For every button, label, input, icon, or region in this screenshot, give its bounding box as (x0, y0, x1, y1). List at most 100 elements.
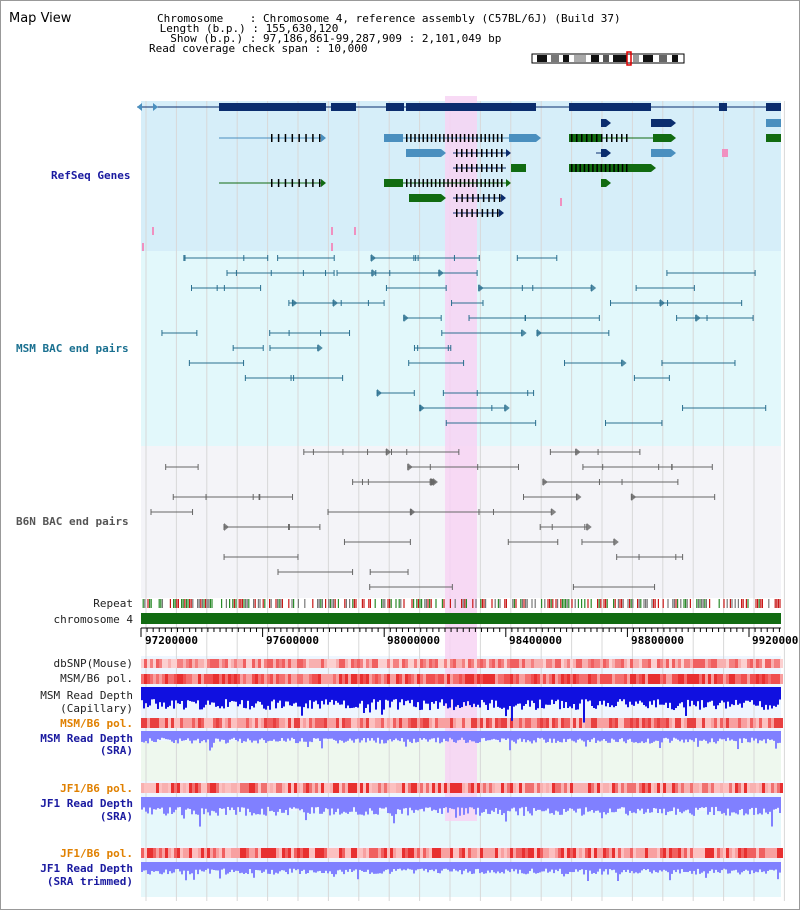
msm-depth-capillary-bar (649, 687, 651, 702)
jf1-pol-trim-cell (225, 848, 228, 858)
repeat-mark (329, 599, 331, 608)
jf1-pol-trim-cell (294, 848, 297, 858)
jf1-depth-sra-bar (515, 797, 517, 812)
jf1-depth-trim-bar (285, 862, 287, 873)
jf1-pol-trim-cell (585, 848, 588, 858)
msm-depth-capillary-bar (669, 687, 671, 703)
jf1-pol-cell (300, 783, 303, 793)
repeat-mark (149, 599, 151, 608)
msm-pol-cell (570, 674, 573, 684)
msm-pol-sra-cell (192, 718, 195, 728)
jf1-depth-trim-bar (411, 862, 413, 870)
jf1-depth-sra-bar (383, 797, 385, 809)
gene-strand-arrow (671, 134, 676, 142)
jf1-depth-trim-bar (317, 862, 319, 872)
msm-pol-cell (567, 674, 570, 684)
jf1-depth-trim-bar (635, 862, 637, 873)
msm-depth-sra-bar (605, 731, 607, 742)
msm-pol-sra-cell (147, 718, 150, 728)
jf1-depth-trim-bar (743, 862, 745, 872)
msm-pol-sra-cell (366, 718, 369, 728)
repeat-mark (505, 599, 507, 608)
repeat-mark (747, 599, 749, 608)
jf1-pol-trim-cell (693, 848, 696, 858)
jf1-pol-trim-cell (558, 848, 561, 858)
jf1-pol-cell (729, 783, 732, 793)
dbsnp-cell (309, 659, 312, 668)
msm-bac-pair-arrow (371, 269, 377, 277)
msm-pol-sra-cell (678, 718, 681, 728)
jf1-depth-trim-bar (495, 862, 497, 874)
msm-depth-capillary-bar (579, 687, 581, 704)
track-panel[interactable] (1, 96, 800, 910)
msm-depth-capillary-bar (357, 687, 359, 708)
msm-depth-sra-bar (273, 731, 275, 740)
jf1-depth-sra-bar (207, 797, 209, 813)
dbsnp-cell (225, 659, 228, 668)
repeat-mark (606, 599, 608, 608)
msm-pol-cell (348, 674, 351, 684)
jf1-pol-trim-cell (192, 848, 195, 858)
msm-depth-capillary-bar (471, 687, 473, 708)
jf1-pol-trim-cell (759, 848, 762, 858)
repeat-mark (240, 599, 242, 608)
jf1-depth-sra-bar (677, 797, 679, 809)
msm-bac-label[interactable]: MSM BAC end pairs (16, 342, 129, 355)
msm-pol-cell (450, 674, 453, 684)
gene-exon-tick (414, 134, 416, 142)
jf1-depth-sra-bar (741, 797, 743, 809)
refseq-genes-label[interactable]: RefSeq Genes (51, 169, 131, 182)
jf1-depth-sra-bar (399, 797, 401, 810)
jf1-pol-cell (540, 783, 543, 793)
dbsnp-cell (312, 659, 315, 668)
jf1-depth-trim-bar (301, 862, 303, 871)
gene-strand-arrow (137, 103, 142, 111)
msm-read-depth-capillary-label: MSM Read Depth (40, 689, 133, 702)
msm-depth-sra-bar (167, 731, 169, 740)
repeat-mark (270, 599, 272, 608)
jf1-depth-trim-bar (159, 862, 161, 874)
msm-depth-capillary-bar (413, 687, 415, 707)
jf1-depth-sra-bar (153, 797, 155, 810)
jf1-pol-trim-cell (639, 848, 642, 858)
b6n-bac-label[interactable]: B6N BAC end pairs (16, 515, 129, 528)
jf1-depth-sra-bar (199, 797, 201, 827)
msm-depth-sra-bar (143, 731, 145, 743)
repeat-mark (421, 599, 423, 608)
msm-depth-capillary-bar (189, 687, 191, 702)
gene-exon (331, 103, 356, 111)
jf1-depth-trim-bar (187, 862, 189, 871)
msm-depth-sra-bar (157, 731, 159, 740)
jf1-pol-trim-cell (189, 848, 192, 858)
msm-depth-capillary-bar (501, 687, 503, 709)
msm-depth-sra-bar (201, 731, 203, 742)
msm-pol-cell (309, 674, 312, 684)
jf1-pol-trim-cell (711, 848, 714, 858)
dbsnp-cell (165, 659, 168, 668)
dbsnp-cell (156, 659, 159, 668)
msm-pol-cell (771, 674, 774, 684)
msm-depth-capillary-bar (563, 687, 565, 709)
gene-fragment (354, 227, 356, 235)
jf1-depth-sra-bar (749, 797, 751, 810)
gene-exon (219, 103, 326, 111)
msm-depth-capillary-bar (449, 687, 451, 708)
dbsnp-cell (453, 659, 456, 668)
chromosome-ideogram[interactable] (529, 51, 689, 67)
jf1-pol-cell (162, 783, 165, 793)
msm-depth-capillary-bar (183, 687, 185, 710)
jf1-pol-cell (723, 783, 726, 793)
jf1-depth-sra-bar (251, 797, 253, 816)
msm-depth-capillary-bar (267, 687, 269, 706)
jf1-pol-cell (759, 783, 762, 793)
jf1-depth-sra-bar (231, 797, 233, 808)
msm-pol-cell (288, 674, 291, 684)
msm-depth-sra-bar (499, 731, 501, 743)
jf1-depth-trim-bar (421, 862, 423, 869)
jf1-pol-trim-cell (660, 848, 663, 858)
jf1-depth-sra-bar (285, 797, 287, 810)
msm-depth-sra-bar (375, 731, 377, 743)
repeat-mark (547, 599, 549, 608)
gene-exon-tick (609, 164, 611, 172)
dbsnp-cell (303, 659, 306, 668)
